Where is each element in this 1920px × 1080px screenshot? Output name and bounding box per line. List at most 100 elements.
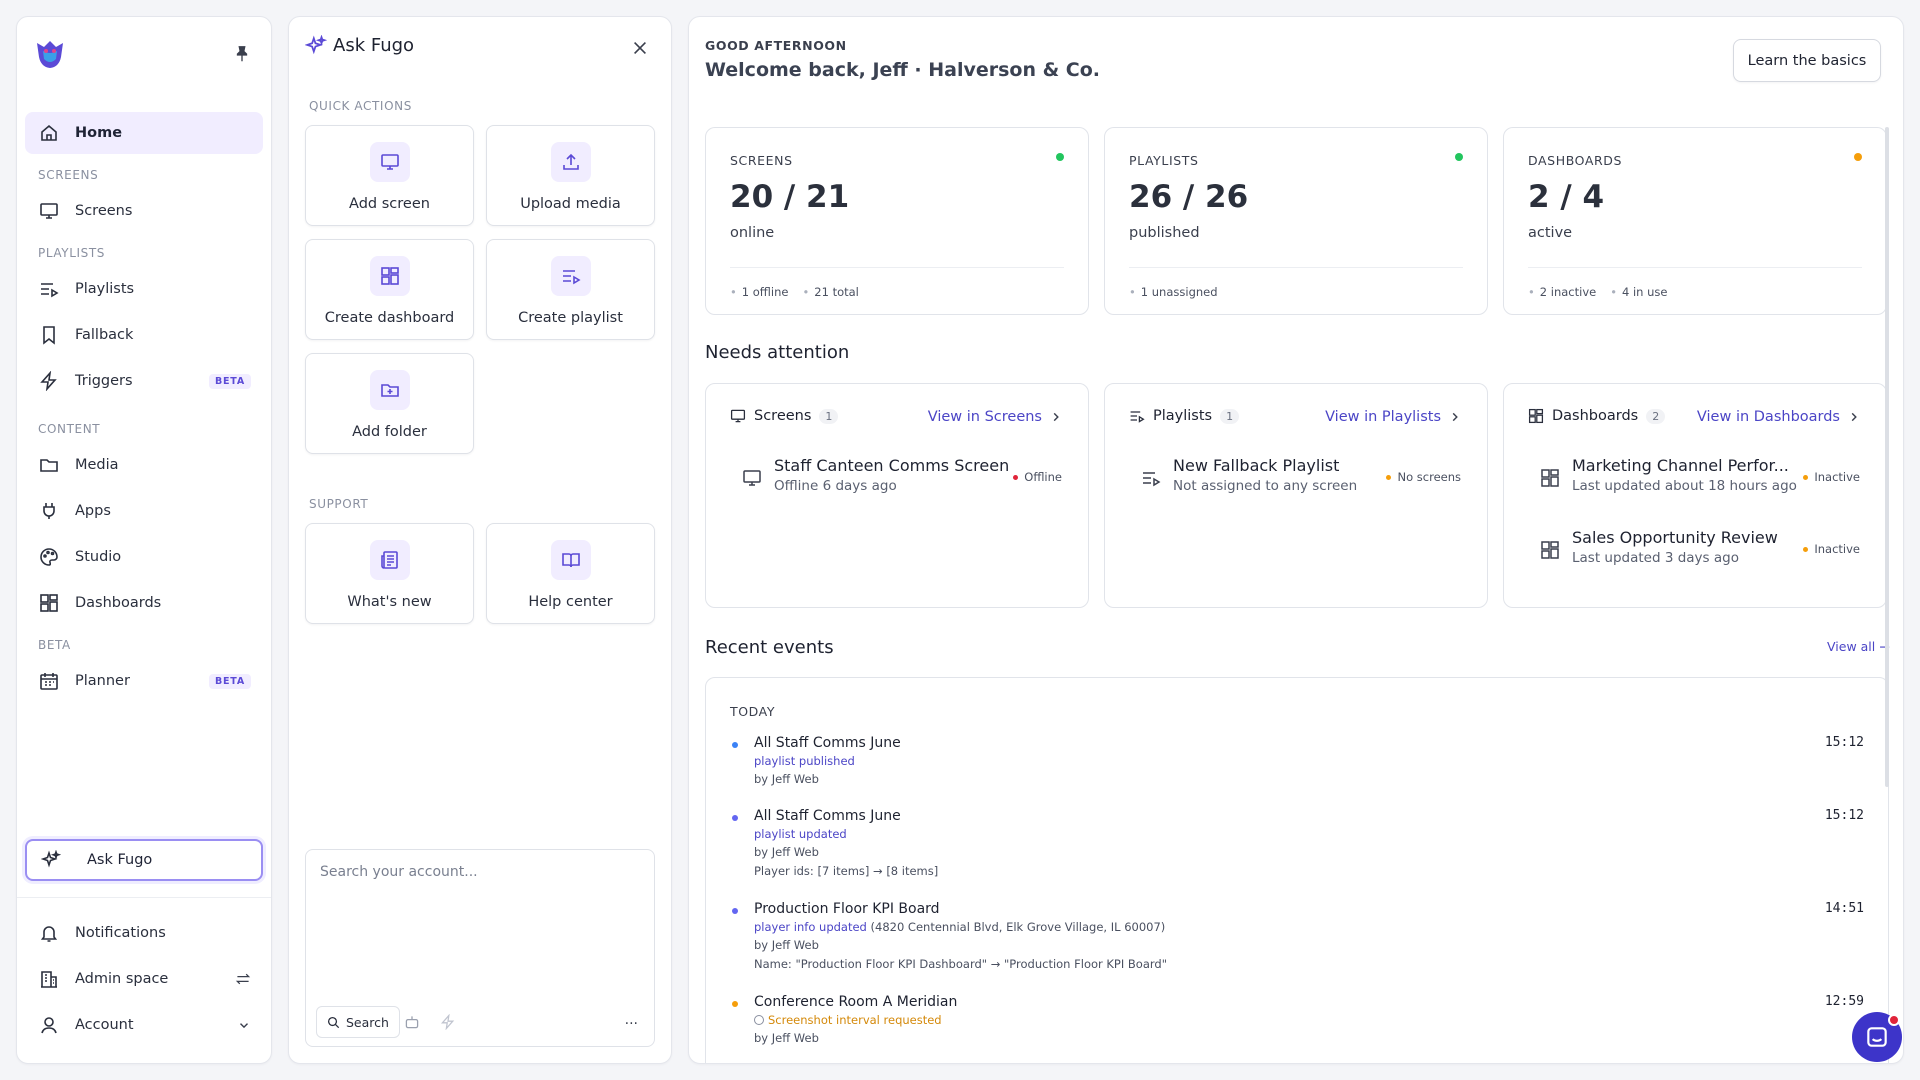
upload-icon xyxy=(562,153,579,170)
help-center-button[interactable]: Help center xyxy=(486,523,655,624)
swap-icon[interactable] xyxy=(235,971,251,987)
sidebar-section-beta: BETA xyxy=(38,638,71,652)
event-action[interactable]: playlist updated xyxy=(754,827,847,841)
sparkle-icon xyxy=(41,850,61,868)
view-in-playlists-link[interactable]: View in Playlists xyxy=(1325,409,1461,425)
attention-title: Dashboards xyxy=(1552,408,1639,424)
event-action[interactable]: player info updated xyxy=(754,920,867,934)
sidebar-item-admin-space[interactable]: Admin space xyxy=(25,958,263,1000)
add-folder-button[interactable]: Add folder xyxy=(305,353,474,454)
whats-new-button[interactable]: What's new xyxy=(305,523,474,624)
ask-fugo-button[interactable]: Ask Fugo xyxy=(25,839,263,881)
scrollbar[interactable] xyxy=(1885,127,1889,787)
event-by: by Jeff Web xyxy=(754,938,819,952)
event-dot xyxy=(732,1001,738,1007)
bell-icon xyxy=(40,926,58,942)
stat-label: PLAYLISTS xyxy=(1129,153,1199,168)
sidebar-item-label: Dashboards xyxy=(75,595,162,611)
lightning-icon[interactable] xyxy=(440,1014,456,1030)
sidebar-item-studio[interactable]: Studio xyxy=(25,536,263,578)
view-all-link[interactable]: View all → xyxy=(1827,639,1890,654)
pin-icon[interactable] xyxy=(233,45,251,63)
attention-row-sub: Not assigned to any screen xyxy=(1173,478,1358,494)
stat-card-screens[interactable]: SCREENS 20 / 21 online 1 offline 21 total xyxy=(705,127,1089,315)
sidebar: Home SCREENS Screens PLAYLISTS Playlists… xyxy=(16,16,272,1064)
book-icon xyxy=(561,553,580,568)
dashboard-icon xyxy=(380,267,399,285)
add-folder-label: Add folder xyxy=(352,424,427,440)
ask-fugo-panel: Ask Fugo QUICK ACTIONS Add screen Upload… xyxy=(288,16,672,1064)
chevron-down-icon[interactable] xyxy=(237,1018,251,1032)
view-in-dashboards-link[interactable]: View in Dashboards xyxy=(1697,409,1860,425)
view-in-screens-link[interactable]: View in Screens xyxy=(928,409,1062,425)
sidebar-item-planner[interactable]: Planner BETA xyxy=(25,660,263,702)
add-screen-button[interactable]: Add screen xyxy=(305,125,474,226)
monitor-icon xyxy=(730,409,746,423)
chevron-right-icon xyxy=(1851,412,1857,422)
stat-meta: 4 in use xyxy=(1610,285,1667,299)
stat-label: SCREENS xyxy=(730,153,793,168)
needs-attention-heading: Needs attention xyxy=(705,342,850,363)
close-icon[interactable] xyxy=(631,39,649,57)
more-options-button[interactable]: ··· xyxy=(624,1016,638,1032)
sidebar-item-playlists[interactable]: Playlists xyxy=(25,268,263,310)
monitor-icon xyxy=(380,154,399,170)
attention-row[interactable]: Staff Canteen Comms Screen Offline 6 day… xyxy=(742,456,1062,500)
attention-card-screens: Screens 1 View in Screens Staff Canteen … xyxy=(705,383,1089,608)
attention-row[interactable]: Sales Opportunity Review Last updated 3 … xyxy=(1540,528,1860,572)
sidebar-item-dashboards[interactable]: Dashboards xyxy=(25,582,263,624)
sidebar-item-home[interactable]: Home xyxy=(25,112,263,154)
sidebar-item-media[interactable]: Media xyxy=(25,444,263,486)
attention-row[interactable]: Marketing Channel Perfor... Last updated… xyxy=(1540,456,1860,500)
event-time: 14:51 xyxy=(1824,901,1864,916)
ask-fugo-label: Ask Fugo xyxy=(87,852,153,868)
stat-meta: 2 inactive xyxy=(1528,285,1596,299)
search-input[interactable]: Search your account... xyxy=(320,864,478,880)
sidebar-item-apps[interactable]: Apps xyxy=(25,490,263,532)
add-screen-label: Add screen xyxy=(349,196,430,212)
sidebar-item-fallback[interactable]: Fallback xyxy=(25,314,263,356)
account-search-box[interactable]: Search your account... Search ··· xyxy=(305,849,655,1047)
playlist-icon xyxy=(562,270,581,285)
upload-media-button[interactable]: Upload media xyxy=(486,125,655,226)
chevron-right-icon xyxy=(1452,412,1458,422)
event-action-line: Screenshot interval requested xyxy=(754,1013,942,1027)
event-action-extra: (4820 Centennial Blvd, Elk Grove Village… xyxy=(866,920,1166,934)
stat-card-dashboards[interactable]: DASHBOARDS 2 / 4 active 2 inactive 4 in u… xyxy=(1503,127,1887,315)
upload-media-label: Upload media xyxy=(520,196,621,212)
fugo-logo-icon[interactable] xyxy=(33,37,67,71)
attention-row-sub: Last updated about 18 hours ago xyxy=(1572,478,1797,494)
status-badge: Offline xyxy=(1013,470,1062,484)
event-dot xyxy=(732,742,738,748)
create-dashboard-button[interactable]: Create dashboard xyxy=(305,239,474,340)
chat-icon xyxy=(1867,1027,1887,1047)
status-badge: Inactive xyxy=(1803,542,1860,556)
attention-row[interactable]: New Fallback Playlist Not assigned to an… xyxy=(1141,456,1461,500)
sidebar-item-notifications[interactable]: Notifications xyxy=(25,912,263,954)
stat-card-playlists[interactable]: PLAYLISTS 26 / 26 published 1 unassigned xyxy=(1104,127,1488,315)
sidebar-item-triggers[interactable]: Triggers BETA xyxy=(25,360,263,402)
stat-sub: online xyxy=(730,225,775,241)
sidebar-item-label: Studio xyxy=(75,549,122,565)
attention-row-sub: Offline 6 days ago xyxy=(774,478,897,494)
learn-basics-button[interactable]: Learn the basics xyxy=(1733,39,1881,82)
sidebar-item-label: Fallback xyxy=(75,327,134,343)
sparkle-icon xyxy=(305,35,327,55)
create-playlist-label: Create playlist xyxy=(518,310,623,326)
event-by: by Jeff Web xyxy=(754,1031,819,1045)
newspaper-icon xyxy=(380,551,398,569)
sidebar-item-account[interactable]: Account xyxy=(25,1004,263,1046)
home-icon xyxy=(41,124,57,141)
sidebar-item-label: Home xyxy=(75,125,123,141)
search-button[interactable]: Search xyxy=(316,1006,400,1038)
sidebar-item-screens[interactable]: Screens xyxy=(25,190,263,232)
playlist-icon xyxy=(1130,411,1145,423)
robot-icon[interactable] xyxy=(404,1014,420,1030)
event-action[interactable]: playlist published xyxy=(754,754,855,768)
stat-meta: 1 unassigned xyxy=(1129,285,1218,299)
create-playlist-button[interactable]: Create playlist xyxy=(486,239,655,340)
day-label: TODAY xyxy=(730,704,776,719)
event-action[interactable]: Screenshot interval requested xyxy=(768,1013,942,1027)
sidebar-item-label: Planner xyxy=(75,673,130,689)
dashboard-icon xyxy=(1541,541,1559,559)
